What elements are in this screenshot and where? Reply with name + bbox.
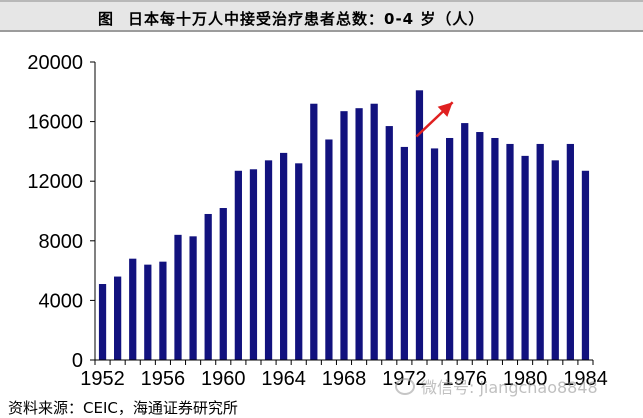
bar-1981 <box>536 143 544 360</box>
bar-1960 <box>219 208 227 360</box>
bar-chart: 0 4000 8000 12000 16000 20000 1952 1956 1960 1964… <box>27 52 607 390</box>
bar-1958 <box>189 236 197 360</box>
bar-1964 <box>280 152 288 360</box>
bar-1963 <box>264 160 273 360</box>
x-tick-label: 1976 <box>442 368 487 390</box>
bar-1954 <box>129 258 137 360</box>
bar-1965 <box>295 163 303 360</box>
bar-1983 <box>566 143 574 360</box>
x-tick-label: 1968 <box>322 368 367 390</box>
x-tick-label: 1984 <box>563 368 608 390</box>
bar-1969 <box>355 108 363 360</box>
bar-1967 <box>325 139 333 360</box>
y-tick-label: 4000 <box>39 290 84 312</box>
title-main: 日本每十万人中接受治疗患者总数：0-4 岁（人） <box>128 10 485 28</box>
title-bar: 图日本每十万人中接受治疗患者总数：0-4 岁（人） <box>0 0 643 32</box>
bar-1984 <box>581 170 590 360</box>
bar-1971 <box>385 126 393 360</box>
bar-1952 <box>98 284 107 360</box>
bar-1977 <box>476 132 484 360</box>
bar-1968 <box>340 111 348 360</box>
bar-1973 <box>415 90 424 360</box>
annotation-group <box>415 101 454 138</box>
title-prefix: 图 <box>98 10 115 28</box>
y-tick-label: 0 <box>72 350 83 372</box>
bar-1980 <box>521 155 529 360</box>
bar-1978 <box>491 137 499 360</box>
y-tick-label: 16000 <box>27 112 83 134</box>
chart-title: 图日本每十万人中接受治疗患者总数：0-4 岁（人） <box>98 8 484 29</box>
x-tick-label: 1960 <box>201 368 246 390</box>
watermark: 微信号: jiangchao8848 <box>395 374 598 398</box>
wechat-icon <box>395 378 415 395</box>
axes-group: 0 4000 8000 12000 16000 20000 1952 1956 1960 1964… <box>27 52 607 390</box>
bar-1959 <box>204 213 212 360</box>
trend-arrow-head <box>437 102 453 117</box>
y-tick-label: 12000 <box>27 171 83 193</box>
x-tick-label: 1952 <box>80 368 125 390</box>
bar-1975 <box>446 137 454 360</box>
bars-group <box>98 90 590 360</box>
bar-1957 <box>174 234 182 360</box>
bar-1972 <box>400 146 408 360</box>
bar-1961 <box>234 170 242 360</box>
x-tick-label: 1964 <box>261 368 306 390</box>
bar-1966 <box>310 103 318 360</box>
bar-1979 <box>506 143 514 360</box>
bar-1953 <box>114 276 122 360</box>
watermark-text: 微信号: jiangchao8848 <box>421 378 598 397</box>
y-tick-label: 8000 <box>39 231 84 253</box>
source-note: 资料来源：CEIC，海通证券研究所 <box>8 399 238 417</box>
bar-1982 <box>551 160 559 360</box>
bar-1955 <box>144 264 152 360</box>
x-tick-label: 1980 <box>503 368 548 390</box>
bar-1956 <box>159 261 167 360</box>
bar-1962 <box>249 169 258 360</box>
bar-1970 <box>370 103 378 360</box>
y-tick-label: 20000 <box>27 52 83 74</box>
x-tick-label: 1956 <box>141 368 186 390</box>
bar-1974 <box>430 148 439 360</box>
bar-1976 <box>461 123 469 360</box>
